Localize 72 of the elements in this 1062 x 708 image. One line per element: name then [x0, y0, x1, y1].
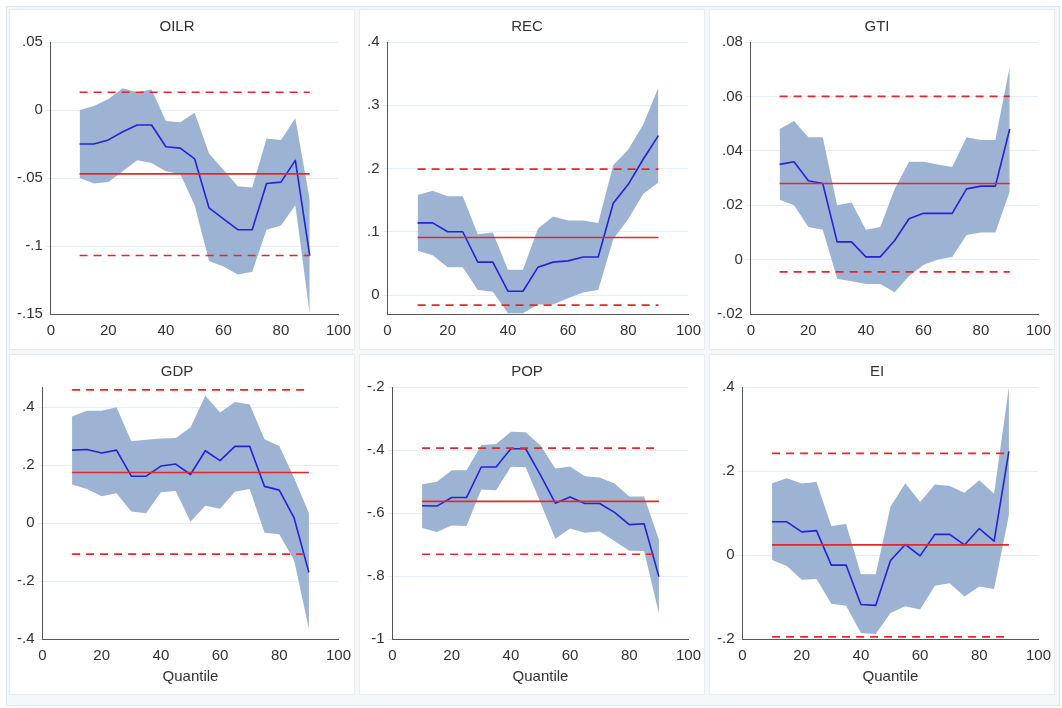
chart-title: GDP: [160, 362, 194, 380]
y-tick-label: .04: [721, 140, 743, 158]
x-tick-label: 60: [211, 646, 229, 664]
y-tick-label: -.02: [716, 304, 743, 322]
x-tick-label: 100: [1025, 646, 1051, 664]
x-tick-label: 100: [675, 646, 701, 664]
x-tick-label: 60: [559, 321, 577, 339]
x-tick-label: 100: [1025, 321, 1051, 339]
x-tick-label: 80: [970, 646, 988, 664]
x-tick-label: 100: [325, 646, 351, 664]
x-tick-label: 40: [502, 646, 520, 664]
x-tick-label: 80: [270, 646, 288, 664]
x-tick-label: 80: [620, 646, 638, 664]
y-tick-label: -.6: [366, 503, 385, 521]
y-tick-label: .3: [366, 95, 380, 113]
chart-title: EI: [869, 362, 885, 380]
x-tick-label: 60: [915, 321, 932, 339]
chart-title: OILR: [159, 17, 195, 35]
x-tick-label: 100: [325, 321, 351, 339]
x-tick-label: 40: [152, 646, 170, 664]
y-tick-label: -.05: [16, 168, 43, 186]
x-tick-label: 60: [215, 321, 232, 339]
y-tick-label: 0: [371, 285, 380, 303]
y-tick-label: 0: [726, 545, 735, 563]
y-tick-label: -.2: [16, 571, 35, 589]
x-tick-label: 40: [857, 321, 875, 339]
y-tick-label: -1: [371, 629, 385, 647]
y-tick-label: .2: [721, 461, 735, 479]
x-tick-label: 60: [911, 646, 929, 664]
y-tick-label: 0: [26, 513, 35, 531]
y-tick-label: -.2: [366, 377, 385, 395]
x-tick-label: 0: [746, 321, 756, 339]
x-tick-label: 20: [793, 646, 811, 664]
x-axis-title: Quantile: [162, 667, 219, 685]
y-tick-label: .4: [366, 32, 380, 50]
y-tick-label: .2: [366, 158, 380, 176]
chart-title: POP: [511, 362, 543, 380]
chart-title: GTI: [864, 17, 890, 35]
x-tick-label: 0: [46, 321, 56, 339]
y-tick-label: -.4: [16, 629, 35, 647]
x-tick-label: 20: [100, 321, 117, 339]
y-tick-label: 0: [734, 249, 743, 267]
x-tick-label: 40: [499, 321, 517, 339]
y-tick-label: .05: [21, 32, 43, 50]
y-tick-label: -.1: [25, 236, 43, 254]
y-tick-label: .02: [721, 195, 743, 213]
x-tick-label: 80: [619, 321, 637, 339]
x-tick-label: 40: [157, 321, 175, 339]
y-tick-label: .1: [366, 221, 380, 239]
x-tick-label: 60: [561, 646, 579, 664]
y-tick-label: -.15: [16, 304, 43, 322]
x-tick-label: 20: [439, 321, 457, 339]
y-tick-label: .4: [721, 377, 735, 395]
y-tick-label: .4: [21, 397, 35, 415]
x-tick-label: 20: [93, 646, 111, 664]
x-tick-label: 100: [675, 321, 701, 339]
chart-title: REC: [511, 17, 543, 35]
x-tick-label: 0: [388, 646, 397, 664]
y-tick-label: .2: [21, 455, 35, 473]
x-tick-label: 20: [443, 646, 461, 664]
x-tick-label: 20: [800, 321, 817, 339]
x-tick-label: 80: [972, 321, 990, 339]
x-tick-label: 80: [272, 321, 290, 339]
x-tick-label: 40: [852, 646, 870, 664]
y-tick-label: -.2: [716, 629, 735, 647]
y-tick-label: .08: [721, 32, 743, 50]
y-tick-label: .06: [721, 86, 743, 104]
x-axis-title: Quantile: [512, 667, 569, 685]
y-tick-label: 0: [34, 100, 43, 118]
y-tick-label: -.8: [366, 566, 385, 584]
y-tick-label: -.4: [366, 440, 385, 458]
x-axis-title: Quantile: [862, 667, 919, 685]
